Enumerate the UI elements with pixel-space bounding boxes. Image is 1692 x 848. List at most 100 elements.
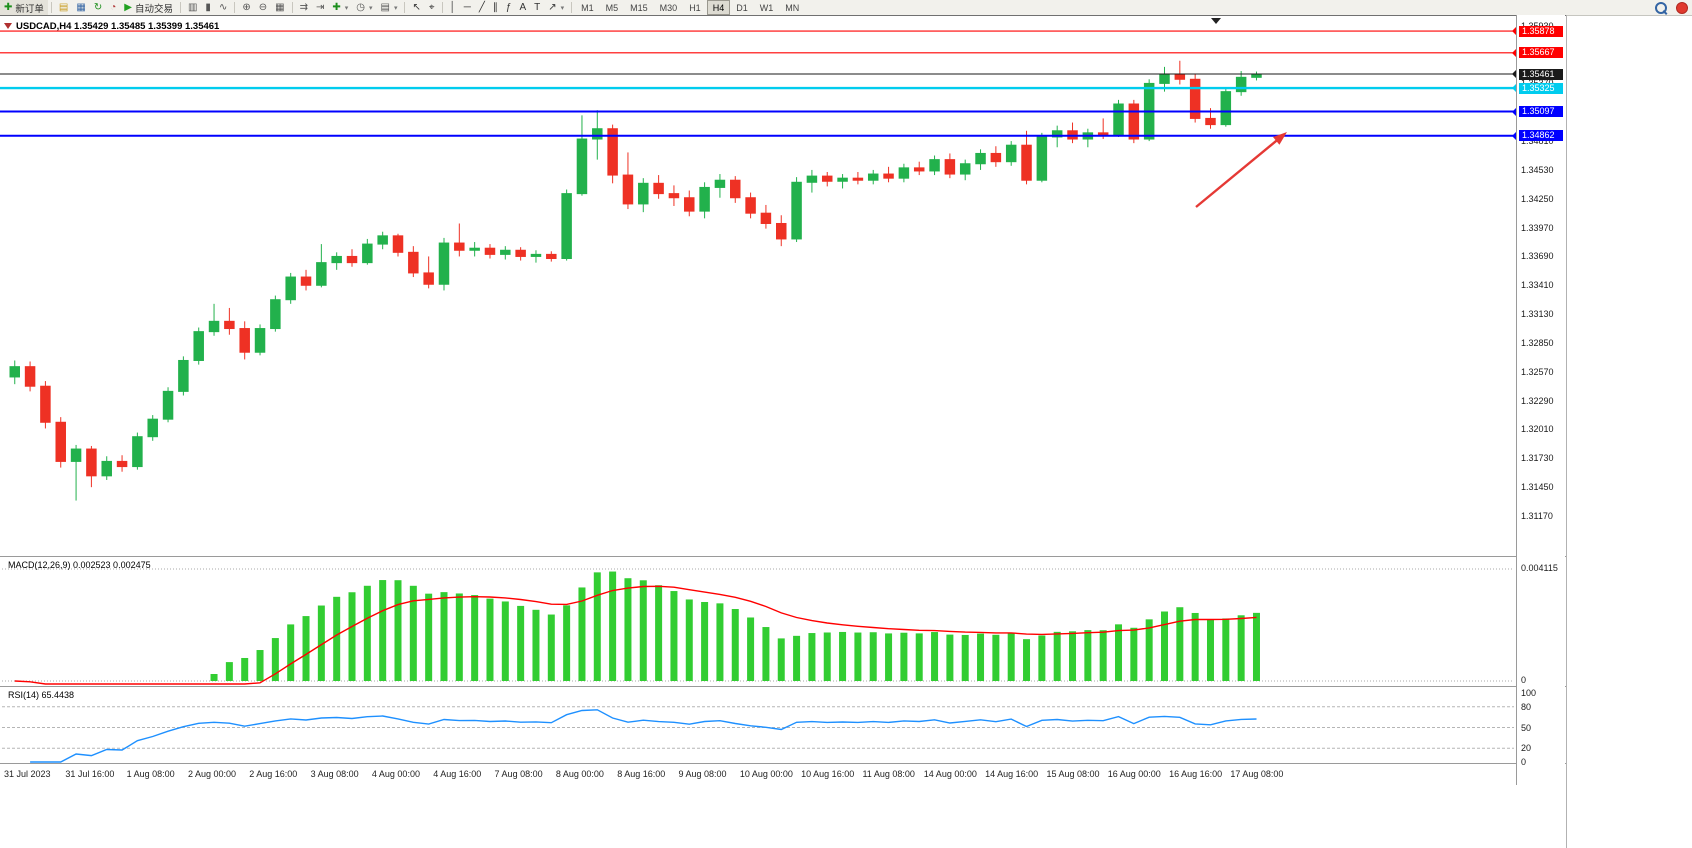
- macd-bar: [578, 587, 586, 681]
- candle: [24, 366, 36, 387]
- macd-bar: [655, 585, 663, 681]
- candle: [86, 448, 97, 477]
- dropdown-caret-icon: ▾: [393, 4, 398, 12]
- candle: [638, 182, 649, 205]
- bid-price-label: 1.35461: [1512, 68, 1563, 80]
- candle: [607, 128, 618, 176]
- one-click-trading-toggle[interactable]: [4, 23, 12, 29]
- candle: [1189, 78, 1201, 119]
- macd-panel-label: MACD(12,26,9) 0.002523 0.002475: [8, 560, 151, 570]
- macd-bar: [685, 599, 693, 681]
- macd-bar: [379, 580, 387, 681]
- line-chart-icon[interactable]: ∿: [215, 0, 231, 15]
- zoom-in-icon[interactable]: ⊕: [238, 0, 254, 15]
- macd-bar: [931, 632, 939, 681]
- price-tick-label: 1.32850: [1521, 337, 1554, 348]
- timeframe-d1-button[interactable]: D1: [736, 2, 748, 13]
- candle: [1159, 73, 1170, 84]
- new-order-button[interactable]: ✚ 新订单: [0, 0, 48, 15]
- time-axis-label: 7 Aug 08:00: [494, 769, 543, 779]
- time-axis-label: 31 Jul 2023: [4, 769, 51, 779]
- profiles-icon[interactable]: ▦: [72, 0, 89, 15]
- timeframe-h4-button[interactable]: H4: [706, 0, 731, 15]
- search-icon[interactable]: [1655, 1, 1667, 14]
- candle: [162, 390, 174, 420]
- tile-windows-icon: ▦: [275, 2, 285, 13]
- auto-scroll-icon[interactable]: ⇉: [296, 0, 312, 15]
- trend-arrow[interactable]: [1195, 136, 1281, 208]
- timeframe-mn-button[interactable]: MN: [785, 2, 800, 13]
- macd-bar: [731, 608, 739, 681]
- candle: [653, 182, 664, 195]
- candle: [1220, 91, 1232, 126]
- candle: [990, 152, 1002, 163]
- trendline-icon[interactable]: ╱: [475, 0, 489, 15]
- macd-bar: [762, 627, 770, 681]
- zoom-out-icon[interactable]: ⊖: [255, 0, 271, 15]
- time-axis-label: 2 Aug 00:00: [187, 769, 236, 779]
- time-axis[interactable]: 31 Jul 2023 31 Jul 16:00 1 Aug 08:00 2 Aug …: [0, 765, 1516, 785]
- price-scale[interactable]: 1.359301.356501.353701.350901.348101.345…: [1512, 15, 1565, 785]
- timeframe-h1-button[interactable]: H1: [689, 2, 701, 13]
- macd-bar: [1176, 607, 1184, 681]
- autotrading-button[interactable]: ▶ 自动交易: [120, 0, 177, 15]
- history-center-icon: ◔: [110, 2, 117, 13]
- autotrading-button-label: 自动交易: [134, 3, 173, 15]
- timeframe-m15-button[interactable]: M15: [630, 2, 648, 13]
- label-icon: T: [534, 2, 541, 13]
- price-line-label: 1.35667: [1512, 47, 1563, 59]
- label-icon[interactable]: T: [530, 0, 544, 15]
- trend-arrow-head[interactable]: [1273, 132, 1287, 145]
- chart-shift-icon: ⇥: [315, 2, 325, 13]
- timeframe-m5-button[interactable]: M5: [605, 2, 619, 13]
- candlestick-chart-icon[interactable]: ▮: [201, 0, 215, 15]
- candle: [316, 262, 327, 286]
- crosshair-icon[interactable]: ⌖: [425, 0, 439, 15]
- chart-shift-icon[interactable]: ⇥: [312, 0, 328, 15]
- history-center-icon[interactable]: ◔: [106, 0, 120, 15]
- candle: [929, 159, 940, 172]
- candle: [285, 276, 296, 301]
- toolbar-separator: [234, 2, 236, 13]
- text-icon[interactable]: A: [515, 0, 530, 15]
- candle: [730, 179, 741, 199]
- timeframe-m1-button[interactable]: M1: [581, 2, 594, 13]
- chart-canvas[interactable]: [0, 15, 1566, 848]
- templates-button[interactable]: ▤ ▾: [377, 0, 402, 15]
- candle: [530, 253, 542, 257]
- cursor-icon[interactable]: ↖: [408, 0, 424, 15]
- macd-bar: [777, 638, 785, 681]
- clock-icon: ◷: [356, 2, 365, 13]
- price-tick-label: 1.32290: [1521, 395, 1554, 406]
- alert-badge-icon[interactable]: [1676, 1, 1688, 14]
- tile-windows-icon[interactable]: ▦: [271, 0, 288, 15]
- periods-button[interactable]: ◷ ▾: [352, 0, 376, 15]
- timeframe-m30-button[interactable]: M30: [659, 2, 678, 13]
- arrows-tool-icon[interactable]: ↗ ▾: [544, 0, 568, 15]
- new-chart-icon[interactable]: ▤: [55, 0, 72, 15]
- candle: [1113, 103, 1124, 136]
- fibonacci-icon[interactable]: ƒ: [502, 0, 516, 15]
- timeframe-w1-button[interactable]: W1: [759, 2, 774, 13]
- candle: [101, 460, 112, 477]
- indicators-button[interactable]: ✚ ▾: [328, 0, 352, 15]
- candle: [1097, 132, 1109, 136]
- macd-bar: [455, 593, 463, 681]
- macd-bar: [517, 605, 525, 681]
- macd-bar: [701, 601, 709, 681]
- price-tick-label: 1.34530: [1521, 164, 1554, 175]
- candle: [362, 243, 373, 264]
- horizontal-line-icon[interactable]: ─: [460, 0, 475, 15]
- vertical-line-icon[interactable]: │: [446, 0, 460, 15]
- candle: [469, 247, 480, 251]
- macd-bar: [501, 601, 509, 681]
- bar-chart-icon[interactable]: ▥: [184, 0, 201, 15]
- macd-bar: [639, 580, 647, 681]
- candle: [622, 174, 634, 205]
- macd-bar: [241, 657, 249, 681]
- toolbar-separator: [291, 2, 293, 13]
- macd-bar: [1115, 624, 1123, 681]
- candle: [714, 179, 726, 188]
- channel-icon[interactable]: ∥: [489, 0, 502, 15]
- refresh-icon[interactable]: ↻: [90, 0, 106, 15]
